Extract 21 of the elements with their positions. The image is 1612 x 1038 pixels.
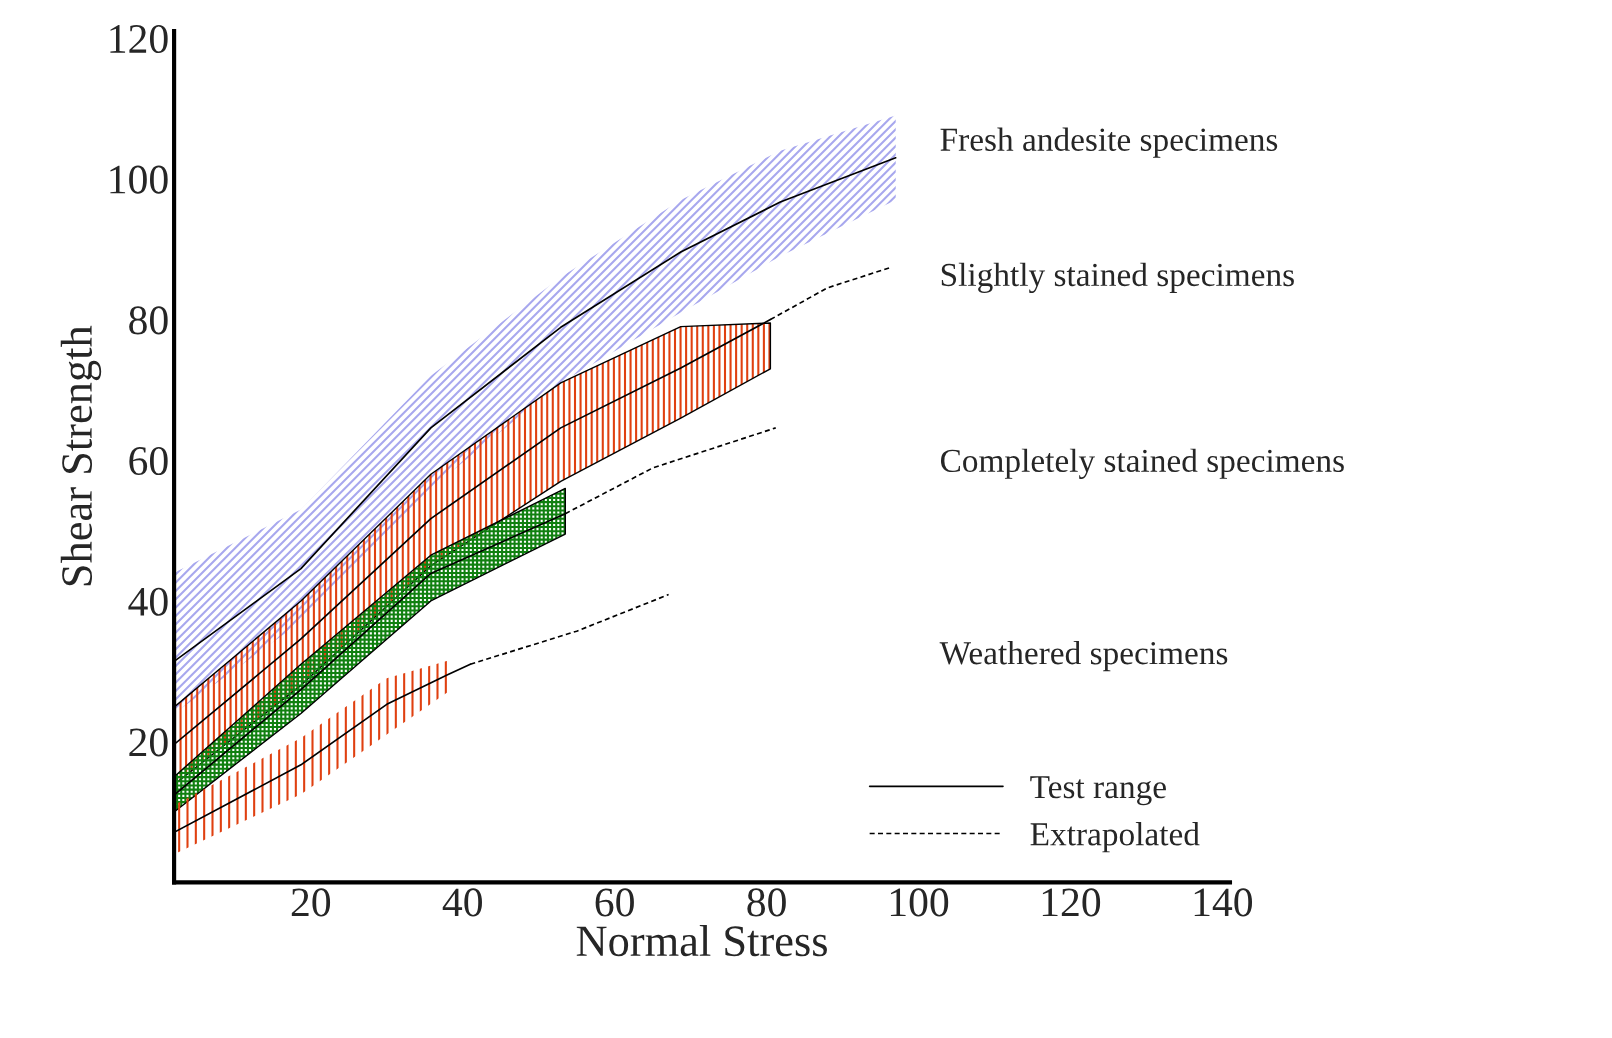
y-tick-label: 80 [129, 306, 168, 335]
x-tick-label: 80 [747, 888, 786, 917]
y-tick-label: 60 [129, 446, 168, 476]
x-axis-title: Normal Stress [576, 924, 827, 957]
series-label: Fresh andesite specimens [940, 127, 1278, 158]
y-tick-label: 100 [110, 165, 168, 194]
x-tick-label: 60 [595, 888, 634, 917]
x-tick-label: 40 [442, 888, 482, 917]
x-tick-label: 120 [1042, 888, 1101, 917]
annotation: Extrapolated [1030, 822, 1200, 853]
y-axis-title: Shear Strength [60, 325, 102, 586]
annotation: Test range [1030, 776, 1166, 806]
y-tick-label: 40 [128, 587, 168, 616]
x-tick-label: 100 [890, 888, 949, 917]
x-tick-label: 140 [1194, 888, 1253, 917]
x-tick-label: 20 [291, 888, 331, 917]
text: Completely stained specimens [940, 448, 1344, 479]
y-tick-label: 120 [110, 24, 168, 54]
text: Slightly stained specimens [941, 262, 1294, 294]
text: Weathered specimens [939, 640, 1228, 672]
y-tick-label: 20 [129, 728, 168, 757]
